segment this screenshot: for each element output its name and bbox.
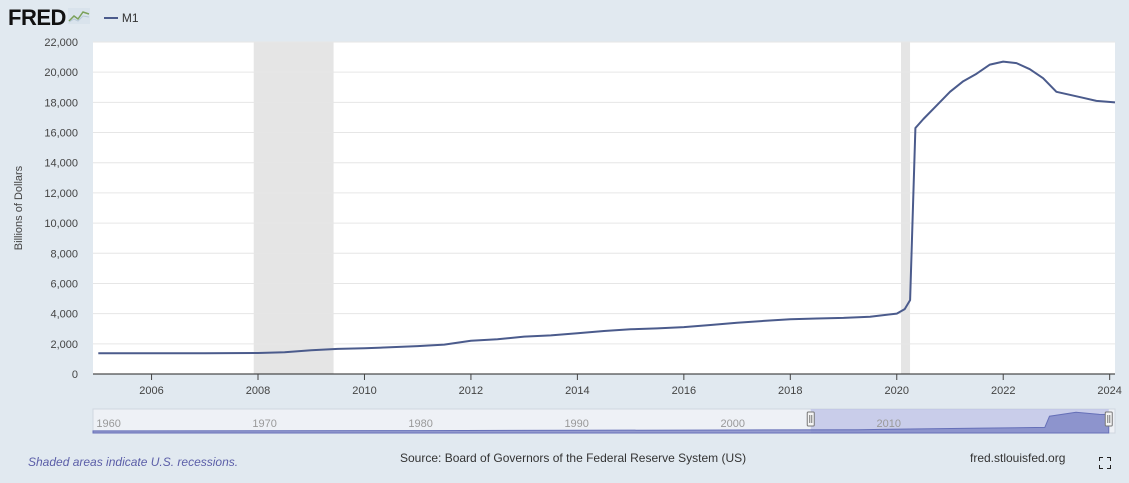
y-tick-label-14000: 14,000 — [44, 158, 78, 170]
navigator-mini-series — [92, 411, 1110, 434]
y-tick-label-8000: 8,000 — [50, 248, 78, 260]
grid-lines — [93, 41, 1115, 345]
navigator[interactable]: 1960 1970 1980 1990 2000 2010 — [92, 408, 1116, 434]
fullscreen-icon[interactable] — [1098, 456, 1112, 470]
x-axis-ticks: 2006 2008 2010 2012 2014 2016 2018 2020 2022 2024 — [139, 374, 1122, 397]
y-tick-label-4000: 4,000 — [50, 309, 78, 321]
navigator-label-1980: 1980 — [408, 418, 432, 430]
legend: M1 — [103, 11, 139, 25]
x-tick-label-2014: 2014 — [565, 385, 589, 397]
y-tick-label-6000: 6,000 — [50, 278, 78, 290]
navigator-label-1960: 1960 — [96, 418, 120, 430]
legend-label: M1 — [121, 11, 139, 25]
y-tick-label-12000: 12,000 — [44, 188, 78, 200]
chart: 0 2,000 4,000 6,000 8,000 10,000 12,000 14,000 1… — [13, 37, 1122, 434]
x-tick-label-2022: 2022 — [991, 385, 1015, 397]
y-axis-label: Billions of Dollars — [13, 165, 25, 250]
y-tick-label-2000: 2,000 — [50, 339, 78, 351]
recession-note: Shaded areas indicate U.S. recessions. — [28, 455, 239, 469]
chart-header: FRED M1 — [8, 4, 139, 32]
legend-line-swatch — [103, 17, 118, 19]
recession-band-0 — [253, 42, 334, 374]
x-tick-label-2016: 2016 — [672, 385, 696, 397]
navigator-left-handle[interactable] — [806, 411, 815, 427]
navigator-label-1990: 1990 — [564, 418, 588, 430]
navigator-label-2010: 2010 — [877, 418, 901, 430]
y-tick-label-16000: 16,000 — [44, 128, 78, 140]
y-tick-label-18000: 18,000 — [44, 97, 78, 109]
y-axis-ticks: 0 2,000 4,000 6,000 8,000 10,000 12,000 14,000 1… — [44, 37, 78, 381]
y-tick-label-0: 0 — [72, 369, 78, 381]
x-tick-label-2012: 2012 — [459, 385, 483, 397]
navigator-right-handle[interactable] — [1104, 411, 1113, 427]
fred-graph-logo-icon — [67, 7, 90, 29]
fred-logo[interactable]: FRED — [8, 5, 66, 30]
y-tick-label-10000: 10,000 — [44, 218, 78, 230]
y-tick-label-22000: 22,000 — [44, 37, 78, 49]
navigator-label-2000: 2000 — [720, 418, 744, 430]
x-tick-label-2020: 2020 — [885, 385, 909, 397]
fred-url-link[interactable]: fred.stlouisfed.org — [970, 451, 1066, 465]
source-text: Source: Board of Governors of the Federa… — [400, 451, 747, 465]
recession-band-1 — [901, 42, 911, 374]
x-tick-label-2024: 2024 — [1097, 385, 1121, 397]
x-tick-label-2008: 2008 — [246, 385, 270, 397]
x-tick-label-2018: 2018 — [778, 385, 802, 397]
x-tick-label-2010: 2010 — [352, 385, 376, 397]
recession-shading — [253, 42, 911, 374]
y-tick-label-20000: 20,000 — [44, 67, 78, 79]
series-layer — [98, 60, 1116, 355]
series-line-m1 — [98, 60, 1116, 355]
x-tick-label-2006: 2006 — [139, 385, 163, 397]
plot-area — [93, 42, 1115, 374]
navigator-label-1970: 1970 — [252, 418, 276, 430]
